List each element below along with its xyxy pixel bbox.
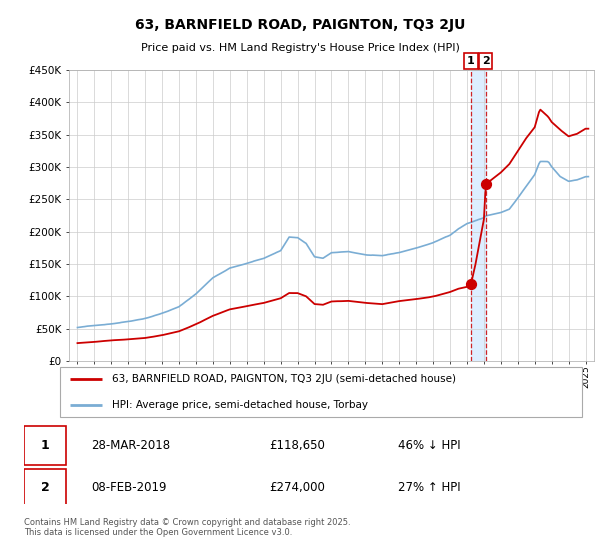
- Point: [466, 280, 476, 289]
- Text: 63, BARNFIELD ROAD, PAIGNTON, TQ3 2JU: 63, BARNFIELD ROAD, PAIGNTON, TQ3 2JU: [135, 18, 465, 32]
- Text: 1: 1: [467, 56, 475, 66]
- Text: Price paid vs. HM Land Registry's House Price Index (HPI): Price paid vs. HM Land Registry's House …: [140, 43, 460, 53]
- FancyBboxPatch shape: [60, 367, 582, 417]
- Bar: [471, 70, 486, 361]
- Text: 2: 2: [482, 56, 490, 66]
- Text: 27% ↑ HPI: 27% ↑ HPI: [398, 481, 460, 494]
- Text: 1: 1: [41, 439, 49, 452]
- Point: [481, 179, 491, 188]
- Text: £274,000: £274,000: [269, 481, 325, 494]
- FancyBboxPatch shape: [24, 469, 66, 507]
- Text: 08-FEB-2019: 08-FEB-2019: [91, 481, 166, 494]
- Text: 46% ↓ HPI: 46% ↓ HPI: [398, 439, 460, 452]
- Text: Contains HM Land Registry data © Crown copyright and database right 2025.
This d: Contains HM Land Registry data © Crown c…: [24, 518, 350, 538]
- Text: 63, BARNFIELD ROAD, PAIGNTON, TQ3 2JU (semi-detached house): 63, BARNFIELD ROAD, PAIGNTON, TQ3 2JU (s…: [112, 375, 456, 384]
- Text: HPI: Average price, semi-detached house, Torbay: HPI: Average price, semi-detached house,…: [112, 400, 368, 409]
- Text: £118,650: £118,650: [269, 439, 325, 452]
- FancyBboxPatch shape: [24, 427, 66, 465]
- Text: 2: 2: [41, 481, 49, 494]
- Text: 28-MAR-2018: 28-MAR-2018: [91, 439, 170, 452]
